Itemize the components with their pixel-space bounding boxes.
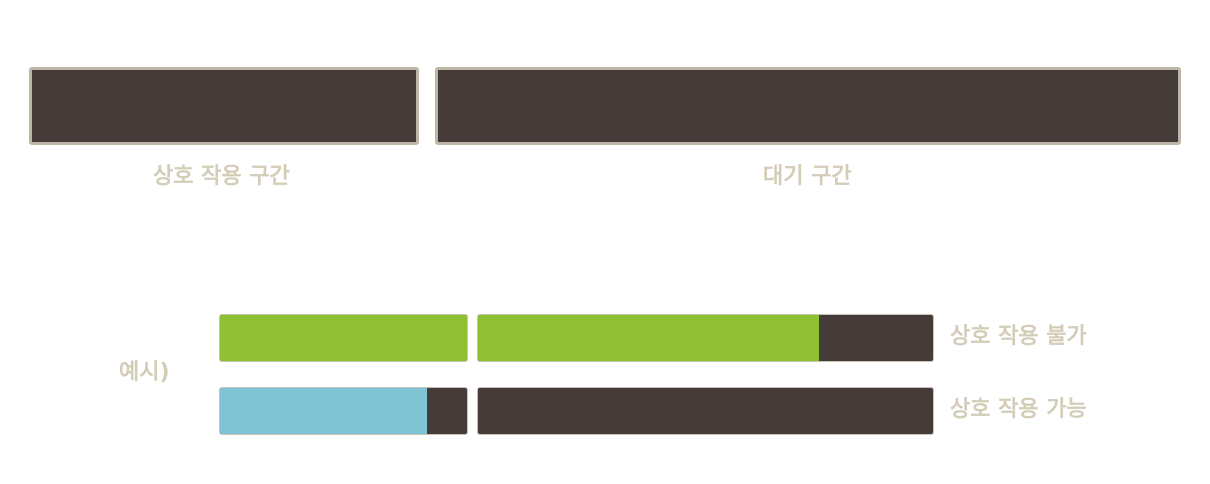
- row2-status-label: 상호 작용 가능: [950, 397, 1087, 422]
- row1-interaction-bar: [219, 314, 468, 362]
- row1-status-label: 상호 작용 불가: [950, 324, 1087, 349]
- row2-interaction-bar: [219, 387, 468, 435]
- waiting-segment-label: 대기 구간: [763, 164, 852, 189]
- row1-waiting-bar: [477, 314, 934, 362]
- row1-interaction-fill: [220, 315, 467, 361]
- interaction-segment-bar: [29, 67, 419, 145]
- interaction-segment-label: 상호 작용 구간: [153, 164, 290, 189]
- example-label: 예시): [119, 360, 170, 385]
- row2-interaction-fill: [220, 388, 428, 434]
- waiting-segment-bar: [435, 67, 1181, 145]
- row1-waiting-fill: [478, 315, 820, 361]
- row2-waiting-bar: [477, 387, 934, 435]
